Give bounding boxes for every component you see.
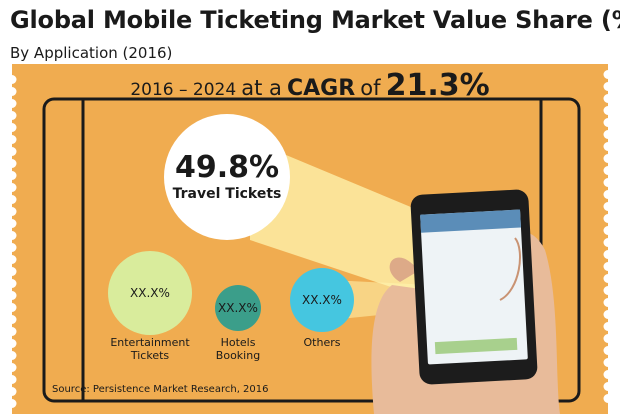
bubble-entertainment-tickets	[108, 251, 192, 335]
cagr-banner: 2016 – 2024 at a CAGR of 21.3%	[130, 68, 490, 103]
chart-subtitle: By Application (2016)	[10, 44, 173, 62]
cagr-of: of	[360, 76, 381, 100]
cagr-years: 2016 – 2024	[130, 80, 237, 100]
cagr-rate: 21.3%	[385, 68, 490, 103]
category-label-others: Others	[303, 336, 341, 349]
category-label-hotels: Hotels Booking	[215, 336, 261, 362]
bubble-travel-tickets	[164, 114, 290, 240]
ticket-frame	[42, 97, 581, 403]
cagr-at-a: at a	[241, 76, 282, 100]
cagr-word: CAGR	[287, 76, 356, 101]
beam-travel	[250, 140, 430, 300]
bubble-hotels-booking	[215, 285, 261, 331]
value-label-others: XX.X%	[302, 293, 342, 307]
chart-title: Global Mobile Ticketing Market Value Sha…	[10, 6, 620, 34]
bubble-others	[290, 268, 354, 332]
value-label-travel: 49.8%	[174, 150, 280, 185]
source-note: Source: Persistence Market Research, 201…	[52, 384, 269, 395]
category-label-travel: Travel Tickets	[172, 186, 282, 202]
value-label-hotels: XX.X%	[218, 301, 258, 315]
category-label-entertainment: Entertainment Tickets	[110, 336, 190, 362]
phone-illustration	[371, 189, 560, 414]
value-label-entertainment: XX.X%	[130, 286, 170, 300]
